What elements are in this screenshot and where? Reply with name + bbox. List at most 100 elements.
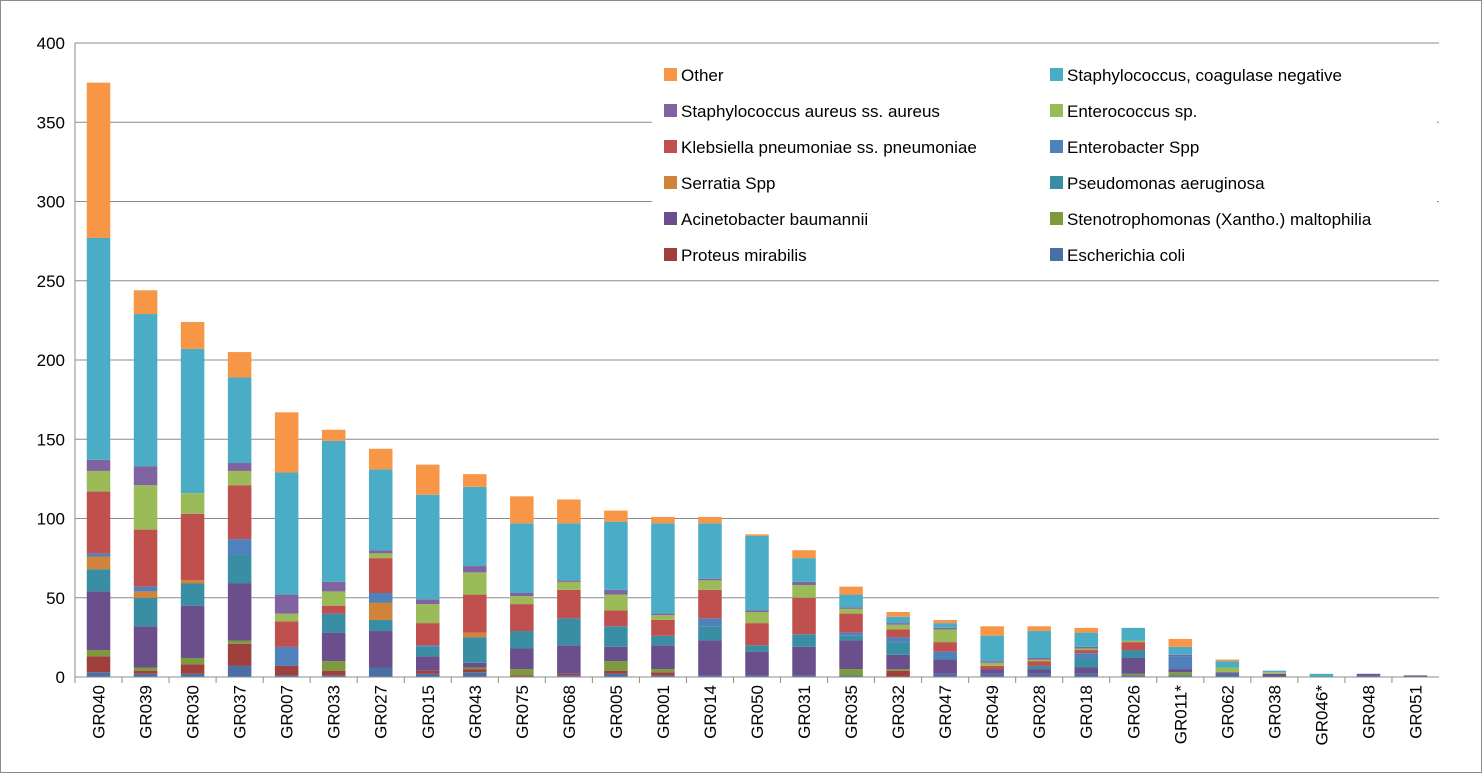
bar-stack-gr001 <box>651 516 675 677</box>
bar-segment <box>227 583 252 641</box>
x-tick-label: GR050 <box>748 685 767 739</box>
bar-stack-gr043 <box>463 474 487 677</box>
bar-segment <box>604 589 628 595</box>
bar-segment <box>510 496 534 524</box>
bar-segment <box>745 645 769 652</box>
bar-segment <box>180 580 205 584</box>
bar-segment <box>980 669 1004 674</box>
bar-segment <box>651 675 675 677</box>
bar-segment <box>698 516 722 524</box>
legend-label: Staphylococcus, coagulase negative <box>1067 66 1342 85</box>
bar-segment <box>980 661 1004 663</box>
bar-segment <box>1027 631 1051 658</box>
bar-segment <box>745 623 769 646</box>
bar-segment <box>1215 672 1240 674</box>
bar-stack-gr068 <box>557 499 581 677</box>
bar-segment <box>933 619 957 624</box>
bar-segment <box>651 523 675 614</box>
legend-swatch <box>1050 68 1063 81</box>
bar-segment <box>133 591 158 598</box>
bar-segment <box>651 635 675 646</box>
bar-stack-gr037 <box>227 352 252 677</box>
bar-stack-gr007 <box>274 412 299 677</box>
bar-segment <box>604 646 628 662</box>
bar-segment <box>274 675 299 677</box>
bar-segment <box>180 348 205 494</box>
x-tick-label: GR033 <box>325 685 344 739</box>
legend-swatch <box>1050 248 1063 261</box>
bar-segment <box>274 472 299 595</box>
bar-segment <box>557 673 581 676</box>
bar-segment <box>1168 675 1193 677</box>
y-tick-label: 50 <box>46 589 65 608</box>
bar-segment <box>604 626 628 647</box>
x-tick-label: GR032 <box>889 685 908 739</box>
bar-segment <box>180 321 205 349</box>
x-tick-label: GR026 <box>1124 685 1143 739</box>
bar-segment <box>463 566 487 573</box>
bar-segment <box>180 657 205 665</box>
bar-segment <box>274 665 299 676</box>
bar-segment <box>933 651 957 658</box>
bar-segment <box>604 510 628 522</box>
legend-item: Klebsiella pneumoniae ss. pneumoniae <box>664 138 977 157</box>
bar-stack-gr038 <box>1262 670 1287 677</box>
bar-segment <box>274 594 299 614</box>
bar-segment <box>886 670 910 677</box>
bar-segment <box>227 539 252 555</box>
legend-swatch <box>664 212 677 225</box>
bar-segment <box>933 673 957 677</box>
bar-stack-gr026 <box>1121 627 1146 677</box>
bar-segment <box>1074 673 1098 677</box>
bar-segment <box>651 669 675 673</box>
bar-segment <box>1121 673 1146 676</box>
legend-label: Serratia Spp <box>681 174 776 193</box>
bar-segment <box>416 646 440 657</box>
bar-segment <box>792 597 816 635</box>
bar-segment <box>368 602 393 620</box>
bar-segment <box>839 608 863 614</box>
bar-segment <box>698 523 722 579</box>
bar-segment <box>745 535 769 611</box>
bar-segment <box>133 670 158 674</box>
bar-segment <box>463 667 487 670</box>
bar-segment <box>510 592 534 597</box>
y-tick-label: 200 <box>37 351 65 370</box>
x-tick-label: GR051 <box>1406 685 1425 739</box>
bar-segment <box>227 470 252 486</box>
legend-item: Serratia Spp <box>664 174 776 193</box>
bar-segment <box>604 661 628 671</box>
bar-segment <box>1262 672 1287 674</box>
bar-segment <box>321 661 346 671</box>
bar-segment <box>1215 673 1240 677</box>
bar-segment <box>980 662 1004 666</box>
bar-segment <box>1168 672 1193 676</box>
bar-segment <box>368 469 393 551</box>
bar-segment <box>368 619 393 632</box>
legend: Other Staphylococcus, coagulase negative S… <box>652 56 1437 280</box>
bar-segment <box>1074 646 1098 649</box>
bar-segment <box>133 626 158 668</box>
x-tick-label: GR048 <box>1359 685 1378 739</box>
bar-segment <box>510 596 534 605</box>
bar-segment <box>1027 657 1051 660</box>
bar-segment <box>886 642 910 655</box>
bar-segment <box>1121 627 1146 641</box>
bar-segment <box>321 591 346 606</box>
bar-segment <box>557 645 581 674</box>
bar-segment <box>510 648 534 670</box>
bar-segment <box>933 659 957 674</box>
bar-segment <box>604 610 628 627</box>
legend-swatch <box>664 248 677 261</box>
bar-segment <box>133 290 158 315</box>
bar-segment <box>227 485 252 540</box>
bar-segment <box>133 314 158 467</box>
bar-segment <box>886 624 910 630</box>
bar-segment <box>510 631 534 649</box>
bar-segment <box>933 627 957 630</box>
bar-segment <box>463 672 487 677</box>
bar-segment <box>886 612 910 617</box>
bar-segment <box>839 594 863 608</box>
bar-segment <box>792 550 816 559</box>
bar-segment <box>227 377 252 464</box>
